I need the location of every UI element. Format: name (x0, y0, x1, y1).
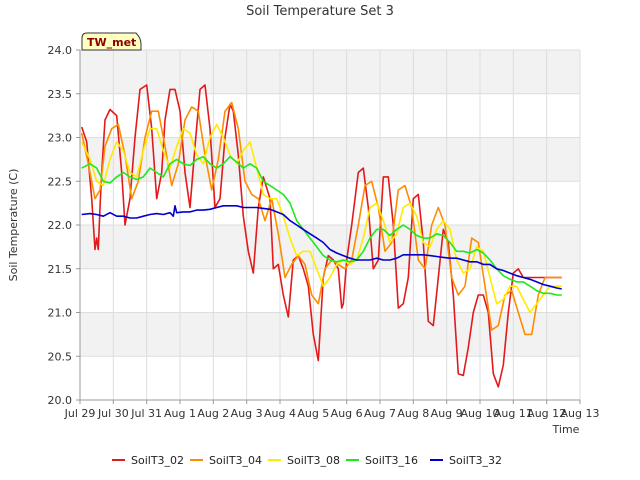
x-axis-label: Time (552, 423, 580, 436)
legend-label: SoilT3_16 (365, 454, 418, 467)
x-tick-label: Aug 4 (264, 407, 296, 420)
x-tick-label: Aug 6 (331, 407, 363, 420)
y-axis-label: Soil Temperature (C) (7, 169, 20, 282)
x-tick-label: Aug 9 (431, 407, 463, 420)
y-tick-label: 23.5 (48, 88, 73, 101)
station-badge-label: TW_met (87, 36, 136, 49)
y-tick-label: 22.0 (48, 219, 73, 232)
x-axis-ticks: Jul 29 Jul 30 Jul 31 Aug 1 Aug 2 Aug 3 Aug 4 Au… (64, 400, 600, 420)
y-tick-label: 21.5 (48, 263, 73, 276)
legend-item-SoilT3_32: SoilT3_32 (430, 454, 502, 467)
legend-item-SoilT3_04: SoilT3_04 (190, 454, 262, 467)
x-tick-label: Aug 11 (494, 407, 533, 420)
y-tick-label: 23.0 (48, 132, 73, 145)
legend-label: SoilT3_08 (287, 454, 340, 467)
legend: SoilT3_02 SoilT3_04 SoilT3_08 SoilT3_16 Soil… (112, 454, 502, 467)
series-line-SoilT3_16 (81, 155, 562, 296)
y-tick-label: 20.0 (48, 394, 73, 407)
station-badge: TW_met (81, 32, 142, 51)
x-tick-label: Aug 7 (364, 407, 396, 420)
plot-band (80, 312, 580, 357)
legend-item-SoilT3_16: SoilT3_16 (346, 454, 418, 467)
x-tick-label: Aug 10 (461, 407, 500, 420)
series-line-SoilT3_32 (81, 205, 562, 290)
x-tick-label: Jul 31 (130, 407, 162, 420)
legend-item-SoilT3_02: SoilT3_02 (112, 454, 184, 467)
legend-label: SoilT3_32 (449, 454, 502, 467)
station-badge-box (81, 32, 142, 51)
y-tick-label: 22.5 (48, 175, 73, 188)
series-line-SoilT3_02 (80, 84, 562, 388)
x-tick-label: Aug 5 (297, 407, 329, 420)
legend-item-SoilT3_08: SoilT3_08 (268, 454, 340, 467)
x-tick-label: Aug 1 (164, 407, 196, 420)
x-tick-label: Jul 30 (97, 407, 129, 420)
x-tick-label: Aug 13 (561, 407, 600, 420)
x-tick-label: Aug 2 (197, 407, 229, 420)
y-tick-label: 24.0 (48, 44, 73, 57)
x-tick-label: Aug 12 (527, 407, 566, 420)
series-line-SoilT3_08 (80, 123, 562, 314)
chart-title: Soil Temperature Set 3 (246, 4, 394, 19)
series-line-SoilT3_04 (80, 101, 562, 336)
y-tick-label: 21.0 (48, 307, 73, 320)
series-lines (80, 84, 562, 388)
plot-band (80, 50, 580, 94)
legend-label: SoilT3_02 (131, 454, 184, 467)
x-tick-label: Aug 3 (231, 407, 263, 420)
y-tick-label: 20.5 (48, 350, 73, 363)
legend-label: SoilT3_04 (209, 454, 262, 467)
y-axis-ticks: 20.0 20.5 21.0 21.5 22.0 22.5 23.0 23.5 24.0 (48, 44, 80, 407)
x-tick-label: Aug 8 (397, 407, 429, 420)
x-tick-label: Jul 29 (64, 407, 96, 420)
